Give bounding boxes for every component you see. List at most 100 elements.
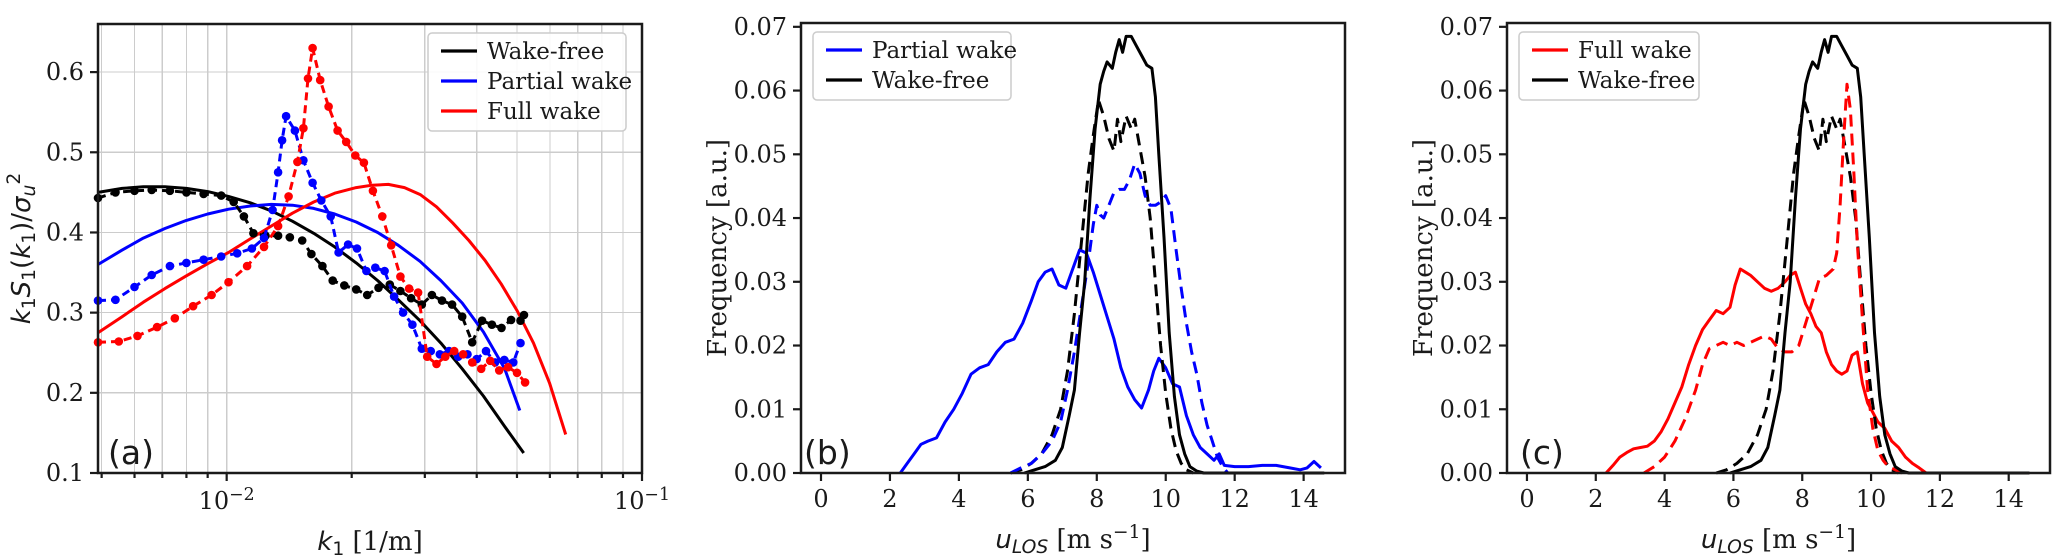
data-point-marker <box>259 233 269 243</box>
x-axis-tick-label: 12 <box>1925 485 1956 513</box>
x-axis-tick-label: 4 <box>1657 485 1672 513</box>
data-point-marker <box>422 352 432 362</box>
data-point-marker <box>359 158 369 167</box>
data-point-marker <box>247 244 257 253</box>
data-point-marker <box>303 74 313 83</box>
x-axis-tick-label: 10−1 <box>614 485 670 515</box>
series-partial-wake-solid-line <box>899 248 1322 474</box>
data-point-marker <box>315 75 325 85</box>
series-wake-free-measured-markers <box>93 185 529 347</box>
data-point-marker <box>351 285 361 294</box>
data-point-marker <box>165 186 175 196</box>
data-point-marker <box>277 136 287 145</box>
data-point-marker <box>362 266 371 276</box>
series-partial-wake-dashed-line <box>1009 162 1229 475</box>
legend-entry-label: Wake-free <box>872 68 989 94</box>
series-partial-wake-model-line <box>97 202 522 412</box>
data-point-marker <box>519 310 529 320</box>
legend: Wake-free Partial wake Full wake <box>427 32 632 132</box>
x-axis-tick-label: 10−2 <box>199 485 255 515</box>
x-axis-tick-label: 14 <box>1288 485 1319 513</box>
data-point-marker <box>380 266 389 276</box>
data-point-marker <box>368 186 378 196</box>
y-axis-tick-label: 0.05 <box>734 140 787 168</box>
panel-b-chart: 0 2 4 6 8 10 12 14 0.00 0.01 0.02 0.03 0.04 0.05 0.06 0… <box>700 0 1380 557</box>
series-full-wake-dashed-line <box>1643 82 1903 475</box>
x-axis-tick-label: 14 <box>1993 485 2024 513</box>
ticks <box>1499 25 2010 481</box>
x-axis-tick-label: 6 <box>1020 485 1035 513</box>
legend-entry-label: Full wake <box>487 99 601 125</box>
data-point-marker <box>404 284 414 293</box>
y-axis-tick-label: 0.4 <box>46 218 84 246</box>
y-axis-tick-label: 0.02 <box>1440 332 1493 360</box>
x-axis-tick-label: 6 <box>1726 485 1741 513</box>
data-point-marker <box>284 192 293 201</box>
y-axis-tick-label: 0.00 <box>734 459 787 487</box>
data-point-marker <box>268 205 277 215</box>
data-point-marker <box>249 229 258 238</box>
data-point-marker <box>427 290 437 300</box>
ticks <box>90 71 644 481</box>
data-point-marker <box>229 197 238 207</box>
data-point-marker <box>374 283 383 293</box>
data-point-marker <box>147 270 156 280</box>
y-axis-tick-label: 0.1 <box>46 459 84 487</box>
x-axis-label: uLOS [m s−1] <box>995 522 1150 557</box>
y-axis-tick-label: 0.3 <box>46 299 84 327</box>
data-point-marker <box>396 272 405 281</box>
y-axis-tick-label: 0.05 <box>1440 140 1493 168</box>
data-point-marker <box>285 233 295 242</box>
data-point-marker <box>378 212 387 221</box>
legend-box <box>427 32 627 132</box>
y-axis-tick-label: 0.02 <box>734 332 787 360</box>
data-point-marker <box>290 126 300 135</box>
data-point-marker <box>326 212 336 221</box>
data-point-marker <box>340 281 349 290</box>
y-axis-tick-label: 0.03 <box>734 268 787 296</box>
data-point-marker <box>476 364 486 374</box>
data-point-marker <box>224 277 233 287</box>
data-point-marker <box>308 43 317 53</box>
data-point-marker <box>114 337 124 346</box>
x-axis-tick-label: 2 <box>882 485 897 513</box>
y-axis-label: Frequency [a.u.] <box>1409 139 1439 357</box>
data-point-marker <box>324 102 333 111</box>
legend: Full wake Wake-free <box>1518 31 1700 101</box>
data-point-marker <box>477 316 487 326</box>
data-point-marker <box>447 300 457 309</box>
series-full-wake-measured-markers <box>93 43 530 387</box>
data-point-marker <box>467 358 477 367</box>
data-point-marker <box>182 188 191 197</box>
data-point-marker <box>130 282 139 292</box>
y-axis-tick-label: 0.2 <box>46 379 84 407</box>
data-point-marker <box>458 350 468 359</box>
data-point-marker <box>318 261 327 271</box>
y-axis-tick-label: 0.04 <box>734 204 787 232</box>
y-axis-label: k1S1(k1)/σu2 <box>4 173 40 325</box>
data-point-marker <box>396 286 405 296</box>
y-axis-tick-label: 0.6 <box>46 58 84 86</box>
y-axis-tick-label: 0.07 <box>1440 13 1493 41</box>
data-point-marker <box>485 356 495 366</box>
data-point-marker <box>273 231 283 240</box>
data-point-marker <box>437 296 447 305</box>
plot-frame <box>799 21 1347 475</box>
x-axis-tick-label: 10 <box>1150 485 1181 513</box>
y-axis-tick-label: 0.03 <box>1440 268 1493 296</box>
data-point-marker <box>398 308 408 317</box>
data-point-marker <box>333 126 342 135</box>
data-point-marker <box>152 322 162 332</box>
series-wake-free-solid-line <box>1023 34 1325 475</box>
x-axis-tick-label: 8 <box>1089 485 1104 513</box>
data-point-marker <box>232 249 242 258</box>
data-point-marker <box>481 346 491 356</box>
y-axis-tick-label: 0.04 <box>1440 204 1493 232</box>
data-point-marker <box>317 196 326 205</box>
data-point-marker <box>242 261 252 271</box>
plot-frame <box>96 22 644 475</box>
data-point-marker <box>500 355 509 365</box>
data-point-marker <box>199 255 208 264</box>
legend-entry-label: Wake-free <box>487 39 604 65</box>
x-axis-tick-label: 12 <box>1219 485 1250 513</box>
